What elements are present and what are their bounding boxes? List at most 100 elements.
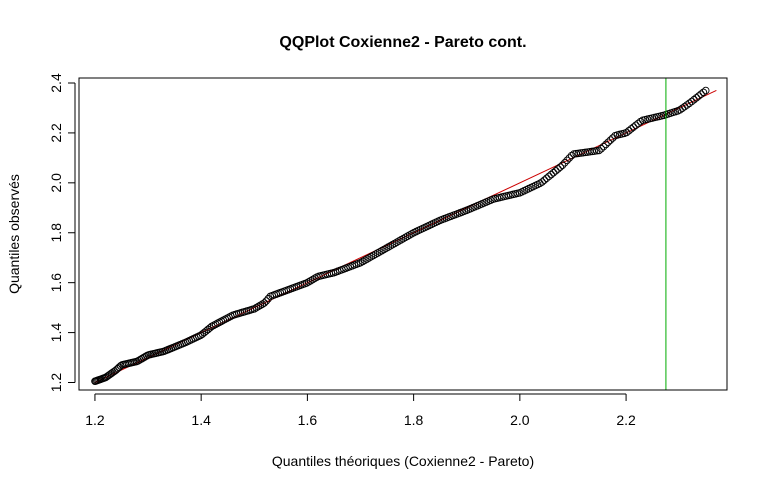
data-point — [597, 144, 606, 153]
y-axis: 1.2 1.4 1.6 1.8 2.0 2.2 2.4 — [48, 73, 76, 393]
data-point — [356, 258, 365, 267]
data-point — [215, 318, 224, 327]
data-point — [217, 317, 226, 326]
data-point — [567, 151, 576, 160]
data-point — [382, 244, 390, 253]
data-point — [311, 274, 319, 283]
data-point — [209, 321, 218, 330]
data-point — [595, 146, 603, 155]
data-point — [604, 138, 612, 147]
data-point — [694, 92, 703, 100]
data-point — [390, 239, 399, 248]
data-point — [606, 136, 615, 144]
data-point — [590, 147, 599, 155]
y-tick-label: 1.4 — [48, 323, 64, 343]
data-point — [565, 154, 574, 162]
y-tick-label: 1.6 — [48, 273, 64, 293]
data-point — [371, 250, 380, 259]
data-point — [625, 126, 633, 135]
data-point — [363, 255, 371, 263]
data-point — [254, 302, 263, 311]
y-tick-label: 2.0 — [48, 173, 64, 193]
y-tick-label: 2.2 — [48, 123, 64, 143]
x-tick-label: 2.0 — [510, 412, 530, 428]
data-points — [91, 86, 710, 386]
data-point — [386, 242, 395, 250]
data-point — [403, 232, 412, 240]
data-point — [256, 301, 265, 310]
data-point — [699, 88, 708, 97]
data-point — [260, 299, 269, 307]
data-point — [262, 297, 271, 305]
data-point — [556, 163, 564, 171]
data-point — [401, 233, 410, 242]
data-point — [211, 320, 220, 329]
data-point — [206, 324, 214, 332]
data-point — [221, 315, 229, 324]
y-tick-label: 1.2 — [48, 373, 64, 393]
data-point — [627, 125, 635, 133]
data-point — [685, 99, 694, 108]
data-point — [554, 165, 562, 173]
data-point — [384, 243, 393, 251]
data-point — [213, 319, 222, 328]
data-point — [545, 172, 553, 181]
data-point — [563, 156, 571, 165]
data-point — [538, 178, 546, 186]
data-point — [561, 159, 569, 167]
data-point — [365, 254, 373, 262]
data-point — [208, 322, 216, 331]
chart-title: QQPlot Coxienne2 - Pareto cont. — [279, 34, 526, 51]
y-tick-label: 2.4 — [48, 73, 64, 93]
data-point — [405, 231, 414, 239]
data-point — [399, 234, 408, 243]
data-point — [592, 147, 601, 155]
data-point — [223, 314, 231, 322]
data-point — [375, 248, 384, 256]
data-point — [397, 236, 405, 244]
data-point — [622, 128, 631, 137]
data-point — [250, 305, 259, 313]
data-point — [367, 252, 375, 261]
data-point — [540, 176, 549, 184]
data-point — [629, 123, 638, 131]
data-point — [219, 316, 228, 325]
plot-area — [91, 78, 717, 390]
data-point — [702, 86, 710, 95]
data-point — [304, 278, 313, 286]
data-point — [690, 95, 698, 104]
data-point — [373, 249, 382, 257]
data-point — [395, 237, 403, 245]
data-point — [547, 170, 555, 179]
data-point — [378, 246, 386, 255]
data-point — [632, 121, 640, 130]
data-point — [393, 238, 401, 246]
x-axis-label: Quantiles théoriques (Coxienne2 - Pareto… — [272, 453, 534, 469]
data-point — [542, 174, 551, 183]
data-point — [388, 240, 397, 249]
data-point — [551, 167, 560, 175]
data-point — [309, 275, 317, 284]
x-axis: 1.2 1.4 1.6 1.8 2.0 2.2 — [85, 393, 636, 428]
data-point — [697, 90, 705, 98]
data-point — [692, 94, 701, 102]
x-tick-label: 1.2 — [85, 412, 105, 428]
data-point — [252, 303, 261, 312]
y-tick-label: 1.8 — [48, 223, 64, 243]
data-point — [143, 352, 151, 360]
data-point — [369, 251, 378, 260]
x-tick-label: 1.6 — [298, 412, 318, 428]
data-point — [549, 168, 558, 177]
data-point — [602, 140, 610, 149]
data-point — [359, 257, 367, 266]
data-point — [558, 161, 567, 169]
data-point — [361, 256, 369, 264]
data-point — [687, 97, 696, 106]
data-point — [636, 117, 645, 126]
data-point — [380, 245, 388, 254]
y-axis-label: Quantiles observés — [6, 174, 22, 294]
data-point — [599, 142, 608, 151]
data-point — [307, 276, 315, 285]
plot-frame — [78, 77, 728, 391]
